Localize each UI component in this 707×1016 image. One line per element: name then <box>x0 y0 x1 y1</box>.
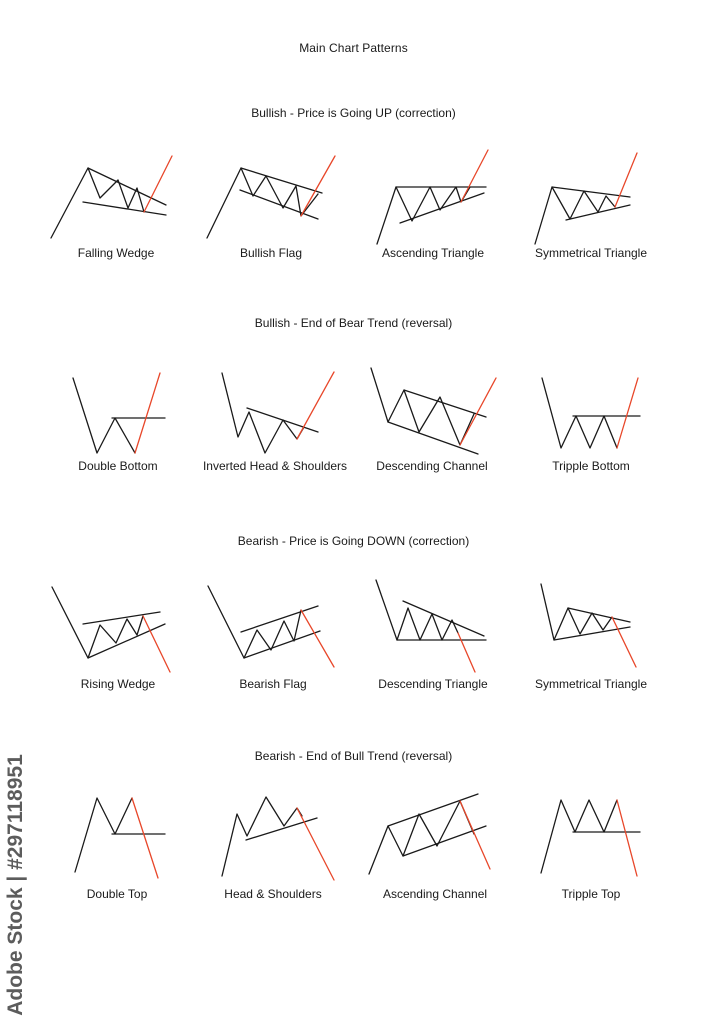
pattern-label-symmetrical-triangle: Symmetrical Triangle <box>534 246 648 260</box>
rising-wedge-diagram <box>51 586 171 673</box>
descending-triangle-diagram <box>375 579 487 673</box>
page-title: Main Chart Patterns <box>299 41 408 55</box>
section-title-bearish-reversal: Bearish - End of Bull Trend (reversal) <box>254 749 453 763</box>
pattern-label-symmetrical-triangle-bearish: Symmetrical Triangle <box>534 677 648 691</box>
symmetrical-triangle-bearish-diagram <box>540 583 637 668</box>
falling-wedge-diagram <box>50 155 173 239</box>
pattern-label-descending-channel: Descending Channel <box>376 459 488 473</box>
double-top-diagram <box>74 797 166 879</box>
double-bottom-diagram <box>72 372 166 454</box>
head-shoulders-diagram <box>221 796 335 881</box>
ascending-channel-diagram <box>368 793 491 875</box>
bullish-flag-diagram <box>206 155 336 239</box>
pattern-label-ascending-channel: Ascending Channel <box>382 887 488 901</box>
descending-channel-diagram <box>370 367 497 455</box>
tripple-top-diagram <box>540 799 641 877</box>
ascending-triangle-diagram <box>376 149 489 245</box>
pattern-label-falling-wedge: Falling Wedge <box>77 246 155 260</box>
section-title-bullish-reversal: Bullish - End of Bear Trend (reversal) <box>254 316 453 330</box>
pattern-label-bullish-flag: Bullish Flag <box>239 246 303 260</box>
pattern-label-tripple-bottom: Tripple Bottom <box>552 459 630 473</box>
bearish-flag-diagram <box>207 585 335 668</box>
pattern-label-descending-triangle: Descending Triangle <box>378 677 488 691</box>
tripple-bottom-diagram <box>541 377 641 449</box>
symmetrical-triangle-diagram <box>534 152 638 245</box>
inverted-head-shoulders-diagram <box>221 371 335 454</box>
pattern-label-bearish-flag: Bearish Flag <box>239 677 307 691</box>
section-title-bearish-correction: Bearish - Price is Going DOWN (correctio… <box>237 534 470 548</box>
pattern-label-inverted-head-shoulders: Inverted Head & Shoulders <box>202 459 348 473</box>
pattern-label-ascending-triangle: Ascending Triangle <box>381 246 485 260</box>
pattern-label-head-shoulders: Head & Shoulders <box>224 887 322 901</box>
pattern-label-rising-wedge: Rising Wedge <box>80 677 156 691</box>
pattern-label-tripple-top: Tripple Top <box>561 887 621 901</box>
pattern-label-double-bottom: Double Bottom <box>78 459 158 473</box>
section-title-bullish-correction: Bullish - Price is Going UP (correction) <box>251 106 456 120</box>
pattern-label-double-top: Double Top <box>86 887 148 901</box>
